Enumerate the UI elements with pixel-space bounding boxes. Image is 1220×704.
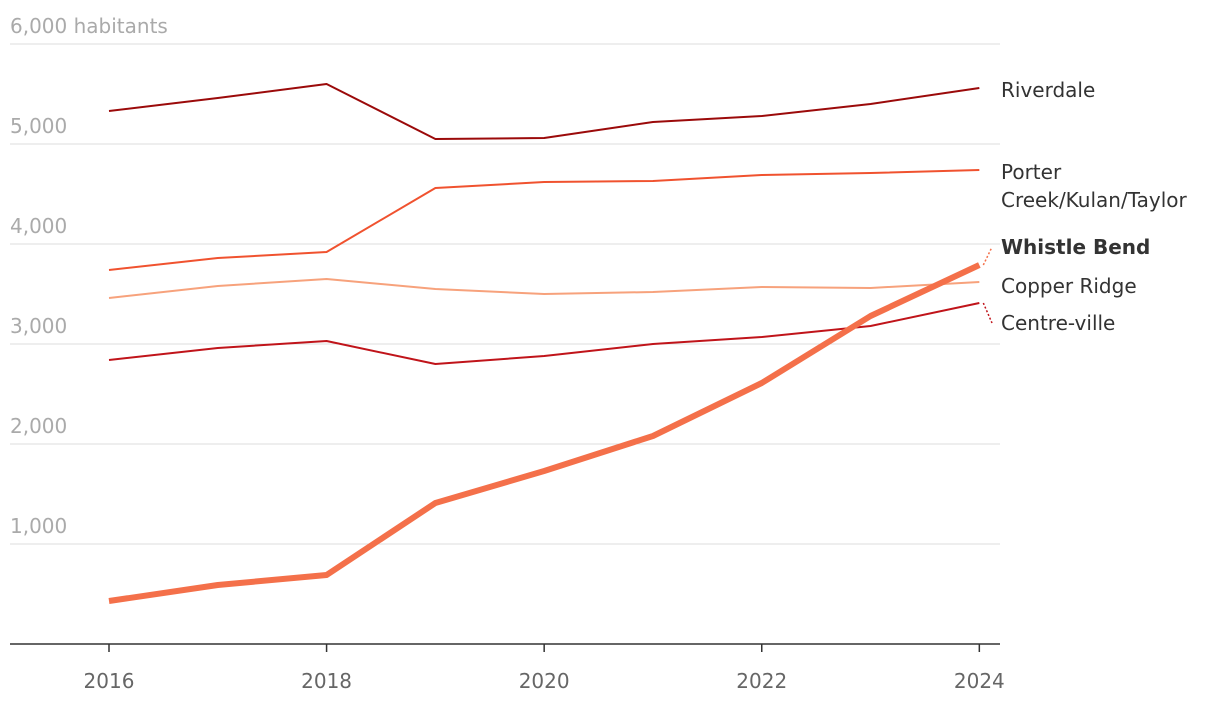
legend-label: Copper Ridge	[1001, 274, 1137, 298]
legend-label: Whistle Bend	[1001, 235, 1151, 259]
legend-label: Porter Creek/Kulan/Taylor	[1001, 160, 1187, 212]
series-line	[108, 83, 980, 140]
y-tick-label: 6,000 habitants	[10, 14, 168, 38]
x-tick-label: 2016	[84, 669, 135, 693]
y-tick-label: 3,000	[10, 314, 67, 338]
legend-label: Centre-ville	[1001, 311, 1116, 335]
x-tick-label: 2018	[301, 669, 352, 693]
x-tick-label: 2020	[519, 669, 570, 693]
x-tick-label: 2024	[954, 669, 1005, 693]
series-line	[108, 302, 980, 365]
series-line	[108, 278, 980, 299]
y-tick-label: 5,000	[10, 114, 67, 138]
legend-label: Riverdale	[1001, 78, 1096, 102]
series-line	[108, 262, 981, 604]
series-line	[108, 169, 980, 271]
y-tick-label: 2,000	[10, 414, 67, 438]
label-connector	[982, 302, 993, 324]
y-tick-label: 4,000	[10, 214, 67, 238]
label-connector	[982, 246, 993, 266]
x-tick-label: 2022	[736, 669, 787, 693]
y-tick-label: 1,000	[10, 514, 67, 538]
